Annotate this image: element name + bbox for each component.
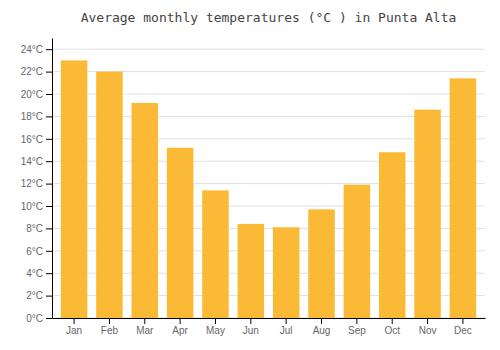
x-tick-label: Mar [136,325,154,336]
bar [167,148,194,318]
y-tick-label: 0°C [26,313,43,324]
y-tick: 18°C [21,111,52,122]
x-tick-mark [180,318,181,324]
bar [132,103,159,318]
y-tick-mark [46,161,52,162]
x-tick-label: Aug [313,325,331,336]
bar [273,227,300,318]
bar [238,224,265,318]
x-tick-label: Dec [454,325,472,336]
x-tick-label: Jan [66,325,82,336]
x-tick-label: Sep [348,325,366,336]
x-tick-mark [74,318,75,324]
x-axis-line [53,318,486,319]
y-tick-mark [46,116,52,117]
bar [379,152,406,318]
bar [450,78,477,318]
x-tick-mark [321,318,322,324]
x-tick-label: Nov [419,325,437,336]
y-tick: 12°C [21,178,52,189]
y-tick: 20°C [21,89,52,100]
y-tick-mark [46,228,52,229]
y-tick-label: 12°C [21,178,43,189]
y-tick-label: 16°C [21,134,43,145]
x-axis: Jan Feb Mar Apr May Jun Jul Aug Sep Oct Nov Dec [53,318,486,336]
y-tick-mark [46,206,52,207]
x-tick-mark [392,318,393,324]
y-tick-mark [46,139,52,140]
x-tick: Feb [101,318,119,336]
x-tick: Apr [172,318,188,336]
y-tick: 14°C [21,156,52,167]
y-axis: 0°C 2°C 4°C 6°C 8°C 10°C 12°C 14°C 16°C 18°C 20°C 2… [21,39,53,324]
bar [308,209,335,318]
grid [52,49,485,318]
x-tick-label: May [206,325,225,336]
bar [414,110,441,318]
y-tick-label: 22°C [21,66,43,77]
y-tick-label: 2°C [26,290,43,301]
x-tick-mark [215,318,216,324]
x-tick-label: Jun [243,325,259,336]
y-tick-mark [46,318,52,319]
y-tick-mark [46,49,52,50]
y-tick-label: 24°C [21,44,43,55]
x-tick-mark [286,318,287,324]
x-tick: May [206,318,225,336]
x-tick: Sep [348,318,366,336]
x-tick: Dec [454,318,472,336]
y-tick-label: 20°C [21,89,43,100]
y-axis-line [52,39,53,319]
y-tick: 8°C [26,223,52,234]
x-tick: Aug [313,318,331,336]
y-tick-mark [46,94,52,95]
x-tick: Jul [280,318,293,336]
y-tick: 2°C [26,290,52,301]
bar [61,60,88,318]
x-tick-label: Jul [280,325,293,336]
grid-line [52,49,485,50]
x-tick: Nov [419,318,437,336]
x-tick-mark [356,318,357,324]
y-tick-label: 4°C [26,268,43,279]
plot: 0°C 2°C 4°C 6°C 8°C 10°C 12°C 14°C 16°C 18°C 20°C 2… [21,39,486,337]
y-tick-label: 6°C [26,246,43,257]
x-tick-mark [144,318,145,324]
y-tick: 10°C [21,201,52,212]
title: Average monthly temperatures (°C ) in Pu… [81,10,457,25]
y-tick: 6°C [26,246,52,257]
y-tick-mark [46,184,52,185]
y-tick: 22°C [21,66,52,77]
y-tick-mark [46,273,52,274]
y-tick: 0°C [26,313,52,324]
y-tick-label: 10°C [21,201,43,212]
bar [96,72,123,318]
chart: Average monthly temperatures (°C ) in Pu… [0,0,500,350]
bars [61,60,476,318]
bar [202,190,229,318]
x-tick: Jun [243,318,259,336]
x-tick-mark [109,318,110,324]
x-tick-mark [250,318,251,324]
x-tick-label: Feb [101,325,119,336]
x-tick: Oct [384,318,400,336]
y-tick-mark [46,72,52,73]
y-tick: 16°C [21,134,52,145]
y-tick-mark [46,251,52,252]
x-tick-label: Apr [172,325,188,336]
y-tick-label: 8°C [26,223,43,234]
x-tick: Jan [66,318,82,336]
y-tick: 24°C [21,44,52,55]
y-tick: 4°C [26,268,52,279]
x-tick-mark [462,318,463,324]
x-tick-label: Oct [384,325,400,336]
x-tick: Mar [136,318,154,336]
y-tick-label: 14°C [21,156,43,167]
y-tick-mark [46,296,52,297]
bar [344,185,371,318]
y-tick-label: 18°C [21,111,43,122]
x-tick-mark [427,318,428,324]
